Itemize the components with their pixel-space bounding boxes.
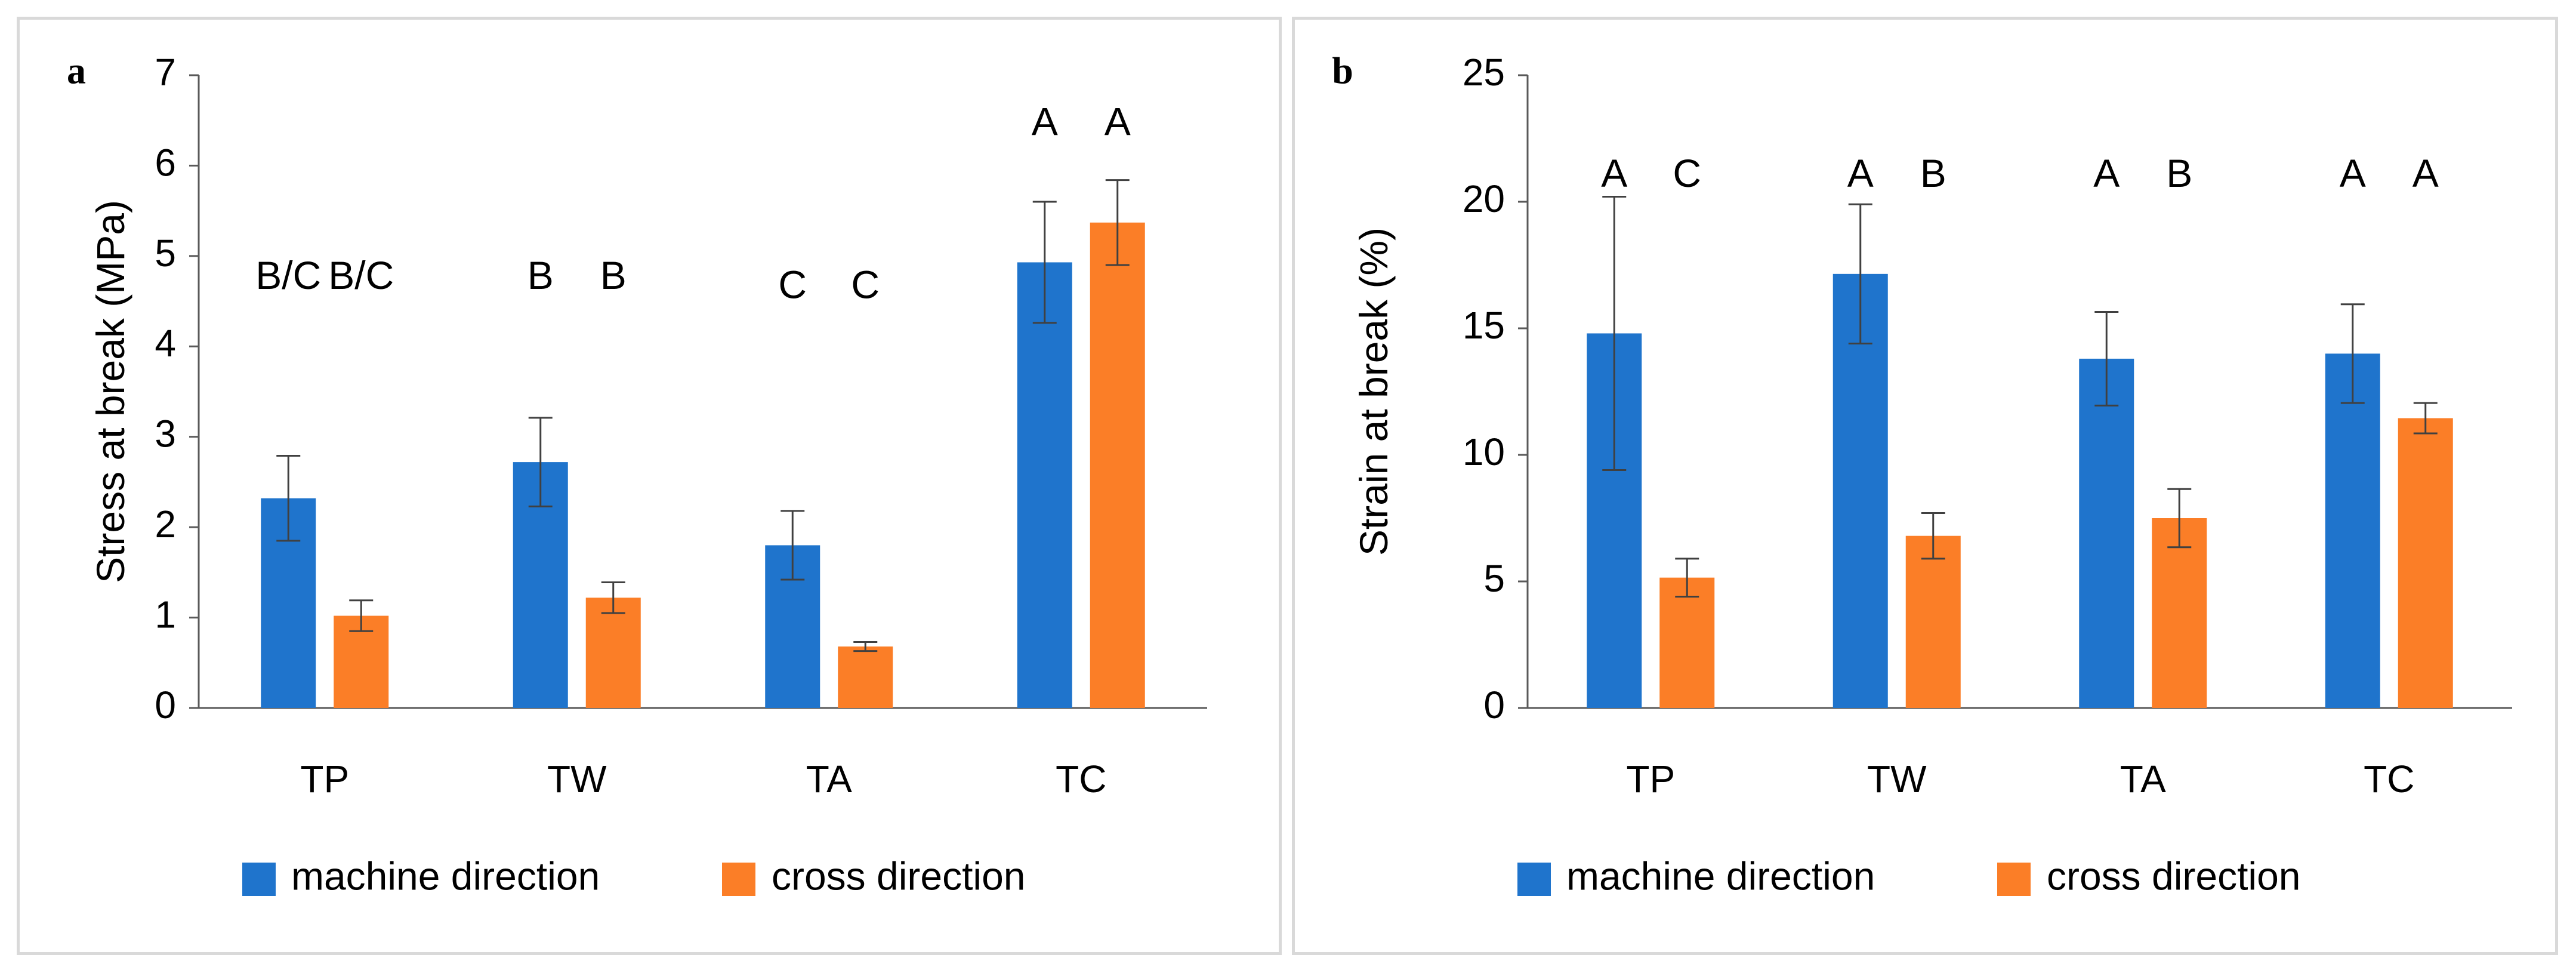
x-category-label: TA [806,758,852,800]
y-tick-label: 4 [155,322,176,365]
bar-cross-ta [838,646,893,708]
panel-letter: a [67,50,86,92]
legend-swatch-machine [1517,863,1551,896]
y-axis-label: Strain at break (%) [1352,227,1396,556]
x-category-label: TC [2364,758,2414,800]
legend-label-cross: cross direction [772,854,1026,898]
significance-letter: A [2340,151,2366,195]
significance-letter: A [1601,151,1627,195]
significance-letter: A [1105,100,1131,144]
y-tick-label: 10 [1463,430,1505,473]
significance-letter: A [2093,151,2120,195]
bar-cross-ta [2152,518,2207,708]
y-tick-label: 25 [1463,51,1505,94]
legend-label-machine: machine direction [1566,854,1875,898]
y-tick-label: 5 [1483,557,1505,600]
bar-cross-tc [2398,418,2453,708]
significance-letter: B [2166,151,2192,195]
x-category-label: TA [2120,758,2166,800]
bar-cross-tc [1090,222,1145,708]
y-tick-label: 5 [155,232,176,275]
bar-cross-tp [1659,577,1715,708]
chart-panel-a: a Stress at break (MPa) 0 1 2 3 4 5 6 7 B/C B/C TP B B… [17,17,1282,955]
x-category-label: TC [1056,758,1106,800]
legend-swatch-cross [722,863,755,896]
chart-svg-b: b Strain at break (%) 0 5 10 15 20 25 A C TP A B TW A B… [1332,50,2512,898]
significance-letter: B [1920,151,1946,195]
y-tick-label: 7 [155,51,176,94]
significance-letter: B/C [328,253,394,297]
y-tick-label: 20 [1463,177,1505,220]
y-tick-label: 0 [155,683,176,726]
y-tick-label: 1 [155,593,176,636]
y-tick-label: 15 [1463,304,1505,347]
y-tick-label: 0 [1483,683,1505,726]
y-axis-label: Stress at break (MPa) [88,200,132,583]
legend-swatch-cross [1997,863,2031,896]
bar-machine-tc [2325,353,2380,708]
significance-letter: C [851,262,880,306]
significance-letter: B [600,253,627,297]
chart-svg-a: a Stress at break (MPa) 0 1 2 3 4 5 6 7 B/C B/C TP B B… [67,50,1207,898]
x-category-label: TW [1867,758,1927,800]
significance-letter: B/C [255,253,321,297]
y-tick-label: 6 [155,141,176,184]
bar-cross-tw [1905,535,1961,708]
significance-letter: A [2413,151,2439,195]
x-category-label: TP [300,758,349,800]
bar-machine-ta [2079,358,2134,708]
panel-letter: b [1332,50,1353,92]
legend-label-cross: cross direction [2047,854,2301,898]
bar-machine-tw [1832,273,1888,709]
significance-letter: A [1847,151,1874,195]
chart-panel-b: b Strain at break (%) 0 5 10 15 20 25 A C TP A B TW A B… [1292,17,2558,955]
significance-letter: A [1032,100,1058,144]
bar-cross-tw [585,598,641,708]
significance-letter: C [778,262,807,306]
bar-machine-tc [1017,262,1072,708]
legend-swatch-machine [242,863,276,896]
y-tick-label: 2 [155,503,176,546]
y-tick-label: 3 [155,412,176,455]
significance-letter: B [527,253,554,297]
x-category-label: TW [547,758,607,800]
x-category-label: TP [1626,758,1675,800]
legend-label-machine: machine direction [291,854,600,898]
significance-letter: C [1673,151,1701,195]
